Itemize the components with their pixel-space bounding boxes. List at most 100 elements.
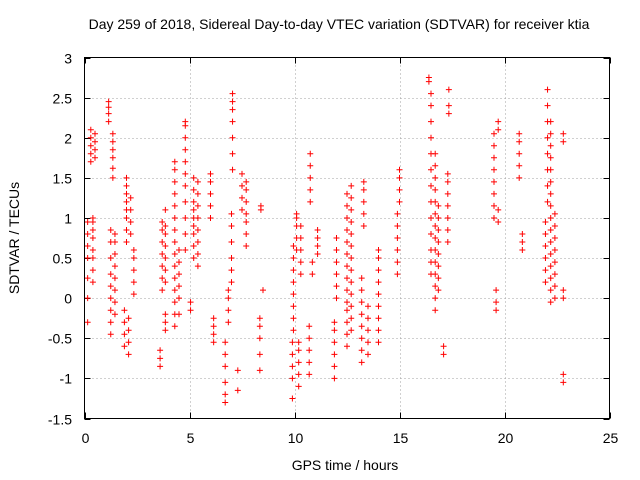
data-point: [551, 222, 558, 229]
data-point: [171, 202, 178, 209]
data-point: [375, 327, 382, 334]
data-point: [225, 295, 232, 302]
data-point: [491, 166, 497, 173]
data-point: [222, 339, 229, 346]
data-point: [331, 339, 338, 346]
data-point: [107, 319, 114, 326]
data-point: [344, 275, 350, 282]
data-point: [551, 271, 558, 278]
data-point: [551, 210, 558, 217]
data-point: [176, 259, 182, 266]
data-point: [307, 174, 314, 181]
data-point: [190, 186, 197, 193]
data-point: [225, 287, 232, 294]
data-point: [396, 186, 403, 193]
data-point: [92, 146, 98, 153]
data-point: [516, 174, 523, 181]
data-point: [239, 206, 245, 213]
y-tick-label: 0: [64, 291, 72, 307]
data-point: [307, 162, 314, 169]
data-point: [229, 90, 236, 97]
data-point: [348, 291, 355, 298]
data-point: [547, 190, 554, 197]
data-point: [125, 315, 132, 322]
data-point: [560, 138, 567, 145]
data-point: [542, 230, 549, 237]
data-point: [111, 311, 118, 318]
data-point: [171, 166, 178, 173]
data-point: [127, 194, 134, 201]
data-point: [182, 214, 189, 221]
data-point: [171, 226, 178, 233]
data-point: [123, 239, 130, 246]
data-point: [435, 287, 442, 294]
data-point: [125, 327, 132, 334]
data-point: [194, 226, 201, 233]
data-point: [394, 235, 401, 241]
data-point: [394, 210, 401, 217]
data-point: [435, 226, 442, 233]
data-point: [360, 222, 367, 229]
data-point: [348, 182, 355, 189]
data-point: [440, 351, 447, 358]
data-point: [256, 335, 263, 342]
data-point: [187, 299, 194, 306]
data-point: [182, 158, 189, 165]
data-point: [171, 263, 178, 270]
data-point: [130, 291, 137, 298]
data-point: [210, 323, 217, 330]
data-point: [111, 230, 118, 237]
data-point: [182, 247, 189, 254]
data-point: [333, 295, 340, 302]
data-point: [544, 182, 551, 189]
data-point: [544, 198, 551, 205]
data-point: [348, 315, 355, 322]
data-point: [344, 190, 350, 197]
data-point: [375, 255, 382, 262]
data-point: [123, 174, 130, 181]
data-point: [519, 247, 526, 254]
data-point: [92, 130, 98, 137]
data-point: [194, 239, 201, 246]
data-point: [182, 182, 189, 189]
data-point: [290, 303, 297, 310]
data-point: [130, 247, 137, 254]
data-point: [331, 351, 338, 358]
data-point: [306, 371, 313, 378]
data-point: [121, 343, 128, 350]
data-point: [257, 202, 264, 209]
data-point: [190, 198, 197, 205]
data-point: [207, 178, 214, 185]
data-point: [440, 343, 447, 350]
data-point: [171, 323, 178, 330]
x-tick-label: 15: [393, 430, 409, 446]
data-point: [222, 351, 229, 358]
data-point: [331, 327, 338, 334]
data-point: [547, 251, 554, 258]
data-point: [432, 271, 439, 278]
data-point: [348, 303, 355, 310]
y-tick-label: 1.5: [53, 171, 73, 187]
grid-lines: [84, 57, 610, 419]
data-point: [171, 158, 178, 165]
data-point: [194, 178, 201, 185]
data-point: [207, 214, 214, 221]
data-point: [428, 214, 434, 221]
data-point: [491, 214, 497, 221]
data-point: [229, 106, 236, 113]
data-points: [84, 74, 567, 406]
data-point: [306, 347, 313, 354]
data-point: [162, 243, 169, 250]
data-point: [432, 198, 439, 205]
data-point: [542, 255, 549, 262]
data-point: [162, 230, 169, 237]
data-point: [243, 210, 250, 217]
data-point: [396, 174, 403, 181]
data-point: [162, 267, 169, 274]
data-point: [344, 263, 350, 270]
data-point: [307, 198, 314, 205]
data-point: [162, 222, 169, 229]
data-point: [314, 226, 321, 233]
data-point: [111, 275, 118, 282]
data-point: [432, 174, 439, 181]
